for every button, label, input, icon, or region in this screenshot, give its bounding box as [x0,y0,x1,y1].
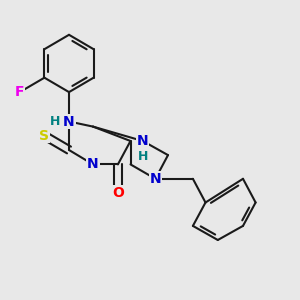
Text: F: F [15,85,25,99]
Text: H: H [138,150,148,163]
Text: H: H [50,115,60,128]
Text: N: N [150,172,161,186]
Text: S: S [39,129,50,142]
Text: N: N [87,158,99,171]
Text: O: O [112,186,124,200]
Text: N: N [137,134,148,148]
Text: N: N [63,115,75,128]
